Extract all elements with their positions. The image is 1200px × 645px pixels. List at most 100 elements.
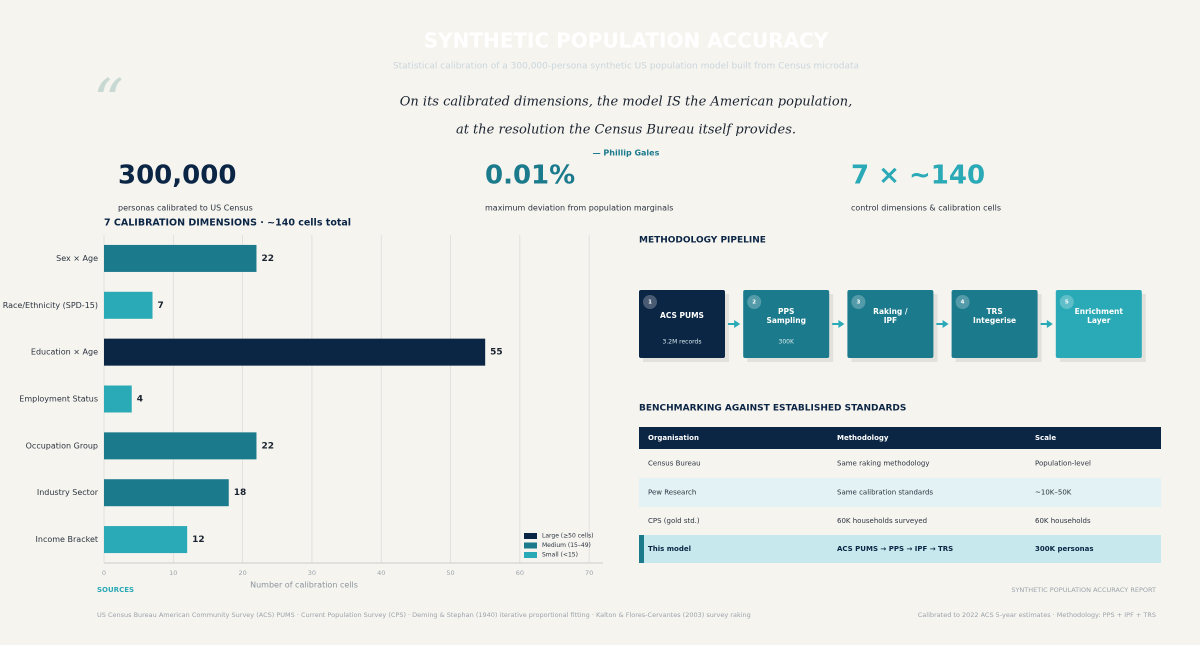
value-label: 7: [158, 301, 164, 311]
table-cell: Same calibration standards: [837, 489, 933, 497]
x-tick-label: 60: [516, 569, 524, 577]
table-cell: 60K households: [1035, 517, 1091, 525]
sources-title: SOURCES: [97, 586, 134, 594]
table-header: [639, 427, 1161, 449]
stat-value: 300,000: [118, 161, 236, 191]
step-title: Enrichment: [1075, 307, 1124, 316]
table-cell: 300K personas: [1035, 545, 1094, 553]
table-title: BENCHMARKING AGAINST ESTABLISHED STANDAR…: [639, 404, 906, 414]
x-tick-label: 10: [169, 569, 177, 577]
table-cell: This model: [648, 545, 691, 553]
table-cell: Census Bureau: [648, 460, 701, 468]
table-cell: Pew Research: [648, 489, 696, 497]
quote-mark: “: [93, 67, 124, 137]
pipeline-title: METHODOLOGY PIPELINE: [639, 236, 766, 246]
y-tick-label: Industry Sector: [37, 488, 99, 497]
step-box: [847, 290, 934, 358]
subtitle: Statistical calibration of a 300,000-per…: [393, 62, 859, 72]
y-tick-label: Race/Ethnicity (SPD-15): [3, 301, 98, 310]
report-name: SYNTHETIC POPULATION ACCURACY REPORT: [1011, 586, 1156, 594]
x-tick-label: 70: [585, 569, 593, 577]
step-number: 2: [752, 300, 756, 306]
bar: [104, 385, 132, 413]
value-label: 22: [261, 254, 274, 264]
y-tick-label: Employment Status: [19, 395, 98, 404]
table-cell: CPS (gold std.): [648, 517, 700, 525]
chart-title: 7 CALIBRATION DIMENSIONS · ~140 cells to…: [104, 218, 351, 229]
table-cell: ~10K–50K: [1035, 489, 1072, 497]
stat-label: maximum deviation from population margin…: [485, 204, 673, 213]
step-box: [951, 290, 1038, 358]
x-tick-label: 20: [238, 569, 246, 577]
step-title: PPS: [778, 307, 794, 316]
step-number: 1: [648, 300, 652, 306]
footer-note: Calibrated to 2022 ACS 5-year estimates …: [918, 611, 1156, 619]
quote-line: On its calibrated dimensions, the model …: [400, 95, 852, 110]
step-sub: 3.2M records: [663, 339, 702, 346]
step-title: Raking /: [873, 307, 908, 316]
value-label: 12: [192, 535, 205, 545]
y-tick-label: Income Bracket: [36, 535, 98, 544]
step-title: IPF: [884, 316, 897, 325]
x-tick-label: 30: [308, 569, 316, 577]
legend-label: Large (≥50 cells): [542, 533, 594, 540]
column-header: Methodology: [837, 434, 889, 442]
table-cell: 60K households surveyed: [837, 517, 927, 525]
legend-swatch: [524, 533, 537, 539]
step-title: Integerise: [973, 316, 1016, 325]
legend-label: Medium (15–49): [542, 542, 591, 549]
x-tick-label: 40: [377, 569, 385, 577]
value-label: 22: [261, 441, 274, 451]
step-badge: [1059, 295, 1074, 309]
step-sub: 300K: [779, 339, 795, 346]
bar: [104, 244, 257, 272]
step-box: [743, 290, 830, 358]
bar: [104, 526, 188, 554]
table-cell: Population-level: [1035, 460, 1091, 468]
step-title: TRS: [986, 307, 1002, 316]
arrow-head: [734, 320, 741, 328]
step-badge: [747, 295, 762, 309]
y-tick-label: Education × Age: [31, 348, 98, 357]
row-bg: [639, 535, 1161, 563]
arrow-head: [942, 320, 949, 328]
bar: [104, 432, 257, 460]
y-tick-label: Occupation Group: [26, 441, 98, 450]
bar: [104, 338, 486, 366]
legend-swatch: [524, 542, 537, 549]
step-badge: [851, 295, 866, 309]
step-box: [1055, 290, 1142, 358]
legend-swatch: [524, 552, 537, 558]
step-number: 3: [856, 300, 860, 306]
step-title: Layer: [1087, 316, 1111, 325]
quote-line: at the resolution the Census Bureau itse…: [456, 123, 796, 138]
stat-label: personas calibrated to US Census: [118, 204, 253, 213]
step-badge: [955, 295, 970, 309]
column-header: Scale: [1035, 434, 1056, 442]
step-box: [639, 290, 725, 358]
bar: [104, 479, 229, 507]
row-bg: [639, 478, 1161, 507]
value-label: 4: [137, 395, 143, 405]
step-title: ACS PUMS: [660, 311, 704, 320]
step-number: 4: [961, 300, 965, 306]
column-header: Organisation: [648, 434, 699, 442]
x-tick-label: 50: [446, 569, 454, 577]
arrow-head: [1046, 320, 1053, 328]
stat-value: 0.01%: [485, 161, 575, 191]
legend-label: Small (<15): [542, 552, 578, 559]
title: SYNTHETIC POPULATION ACCURACY: [424, 29, 829, 53]
y-tick-label: Sex × Age: [56, 254, 98, 263]
table-cell: Same raking methodology: [837, 460, 929, 468]
quote-author: — Phillip Gales: [593, 149, 660, 158]
value-label: 18: [234, 488, 247, 498]
row-accent: [639, 535, 644, 563]
table-cell: ACS PUMS → PPS → IPF → TRS: [837, 545, 953, 553]
arrow-head: [838, 320, 845, 328]
x-tick-label: 0: [102, 569, 106, 577]
bar: [104, 291, 153, 319]
stat-value: 7 × ~140: [851, 161, 985, 191]
value-label: 55: [490, 348, 503, 358]
step-badge: [643, 295, 657, 309]
